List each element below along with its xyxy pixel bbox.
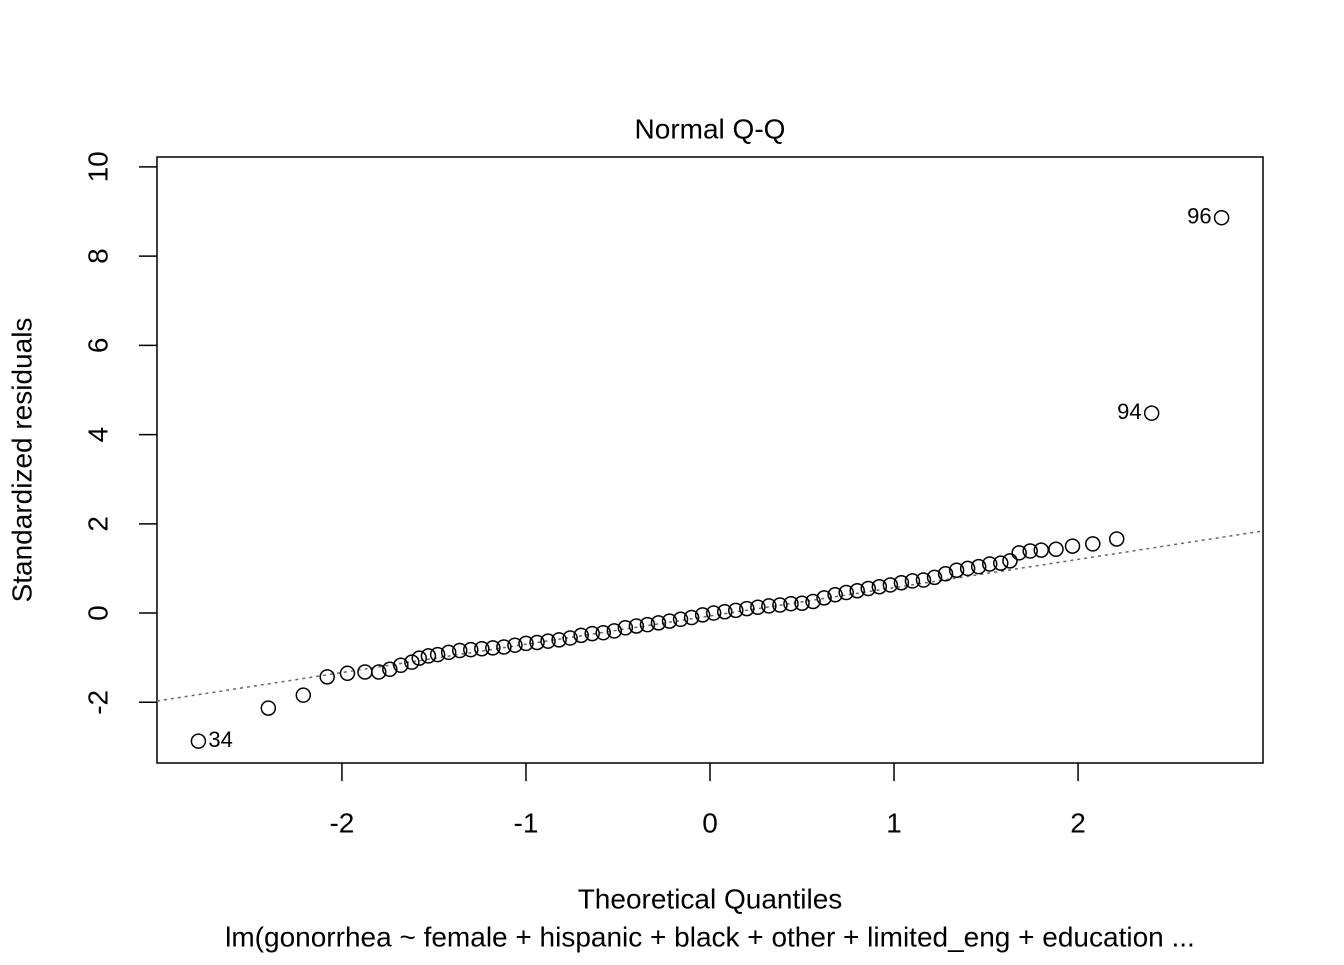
chart-title: Normal Q-Q — [635, 113, 786, 144]
point — [750, 599, 766, 616]
x-tick-label: 2 — [1070, 807, 1086, 838]
subtitle: lm(gonorrhea ~ female + hispanic + black… — [225, 921, 1195, 952]
point — [794, 595, 810, 611]
point — [485, 640, 501, 656]
y-tick-label: 10 — [82, 151, 113, 182]
point — [937, 566, 954, 582]
point — [981, 556, 998, 572]
point — [540, 633, 556, 649]
point — [404, 654, 420, 670]
y-tick-label: 4 — [82, 427, 113, 443]
point — [1064, 538, 1081, 554]
point — [371, 664, 387, 680]
point — [551, 632, 567, 648]
point — [606, 623, 623, 639]
point-label: 96 — [1187, 204, 1211, 229]
point — [805, 593, 821, 610]
point — [562, 630, 578, 646]
x-tick-label: 0 — [702, 807, 718, 838]
point — [716, 603, 733, 620]
point — [1022, 543, 1038, 559]
point — [672, 611, 689, 628]
point — [617, 620, 634, 636]
point — [882, 577, 899, 593]
point — [739, 600, 755, 617]
point — [948, 562, 965, 578]
point — [661, 613, 678, 629]
point — [451, 642, 468, 659]
point — [429, 646, 446, 663]
point — [1048, 541, 1064, 557]
point — [970, 558, 987, 575]
x-tick-label: -2 — [329, 807, 354, 838]
point — [816, 590, 832, 606]
point — [382, 661, 398, 678]
point-label: 94 — [1117, 399, 1141, 424]
y-tick-label: 0 — [82, 605, 113, 621]
reference-line — [156, 530, 1264, 702]
point — [871, 578, 888, 595]
y-tick-label: 8 — [82, 248, 113, 264]
point — [827, 587, 843, 603]
point — [260, 700, 277, 716]
point — [838, 584, 854, 601]
point — [915, 572, 932, 588]
point — [507, 637, 523, 653]
point — [904, 573, 921, 589]
point — [496, 639, 512, 655]
point — [529, 634, 545, 651]
point — [339, 665, 356, 682]
point — [1108, 531, 1125, 547]
point — [959, 560, 976, 577]
y-tick-label: 6 — [82, 338, 113, 354]
x-tick-label: -1 — [514, 807, 539, 838]
point — [518, 635, 534, 652]
point — [683, 609, 700, 626]
point-label: 34 — [208, 727, 232, 752]
point — [993, 555, 1009, 571]
point — [849, 582, 865, 599]
point — [761, 598, 777, 614]
point — [474, 641, 490, 657]
point — [728, 602, 744, 619]
point — [357, 664, 373, 680]
point — [1033, 542, 1049, 558]
point — [650, 615, 667, 631]
point — [926, 569, 943, 586]
point — [860, 580, 877, 597]
point — [783, 595, 799, 612]
point — [319, 669, 335, 685]
point — [628, 618, 645, 634]
x-tick-label: 1 — [886, 807, 902, 838]
point — [295, 687, 312, 703]
point — [893, 574, 910, 591]
point — [1143, 405, 1160, 421]
point — [694, 607, 711, 623]
point — [584, 625, 600, 642]
point — [440, 644, 457, 661]
point — [190, 733, 207, 749]
point — [705, 605, 722, 621]
point — [411, 650, 427, 666]
y-axis-label: Standardized residuals — [6, 318, 37, 603]
point — [1011, 545, 1027, 561]
point — [639, 616, 656, 633]
point — [1002, 553, 1018, 569]
point — [573, 627, 589, 644]
point — [595, 624, 612, 641]
y-tick-label: -2 — [82, 690, 113, 715]
point — [1085, 536, 1101, 552]
point — [393, 657, 409, 674]
point — [420, 648, 437, 664]
x-axis-label: Theoretical Quantiles — [578, 883, 843, 914]
point — [463, 641, 479, 658]
y-tick-label: 2 — [82, 516, 113, 532]
point — [1213, 209, 1230, 226]
point — [772, 597, 788, 613]
